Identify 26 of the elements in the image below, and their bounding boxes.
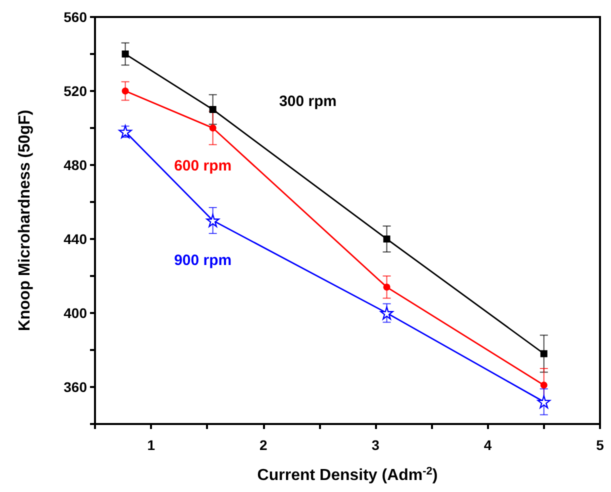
point bbox=[383, 236, 390, 242]
x-tick-label: 5 bbox=[596, 437, 604, 453]
point bbox=[383, 284, 390, 291]
point bbox=[537, 395, 550, 408]
y-tick-label: 360 bbox=[64, 379, 88, 395]
text: 300 rpm bbox=[279, 93, 337, 110]
series-label: 900 rpm bbox=[174, 252, 232, 269]
x-tick-label: 1 bbox=[147, 437, 156, 453]
point bbox=[209, 124, 216, 132]
point bbox=[122, 50, 129, 58]
y-tick-label: 440 bbox=[64, 231, 88, 247]
y-tick-label: 480 bbox=[64, 157, 88, 173]
x-tick-label: 2 bbox=[259, 437, 268, 453]
point bbox=[540, 382, 548, 389]
y-tick-label: 400 bbox=[64, 305, 88, 321]
point bbox=[380, 306, 394, 320]
y-axis-title: Knoop Microhardness (50gF) bbox=[16, 110, 34, 332]
point bbox=[206, 214, 220, 228]
y-tick-label: 560 bbox=[64, 9, 88, 25]
point bbox=[209, 106, 216, 113]
point bbox=[540, 350, 548, 358]
y-tick-label: 520 bbox=[64, 83, 88, 99]
series-label: 600 rpm bbox=[174, 158, 232, 174]
x-tick-label: 3 bbox=[372, 437, 380, 453]
point bbox=[122, 88, 129, 94]
x-tick-label: 4 bbox=[484, 437, 492, 453]
